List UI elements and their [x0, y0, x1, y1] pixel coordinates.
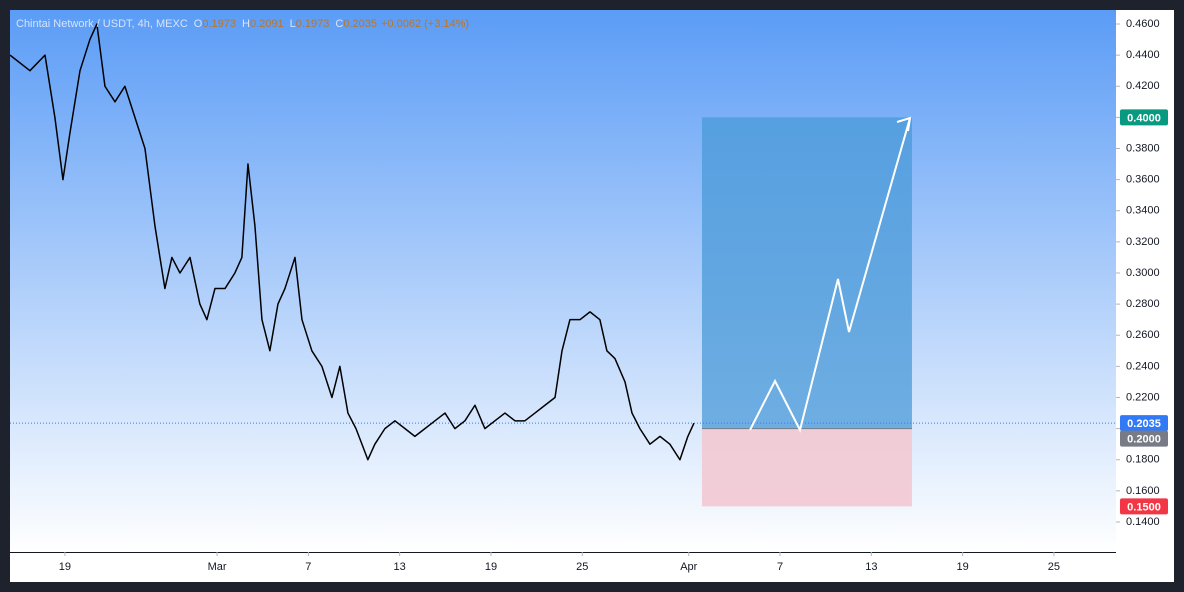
ohlc-key: O [194, 18, 203, 30]
y-tick-label: 0.2400 [1126, 360, 1160, 372]
x-tick-label: Mar [208, 561, 227, 573]
y-tick-label: 0.2800 [1126, 298, 1160, 310]
arrow-head [896, 116, 912, 132]
y-tick-label: 0.4600 [1126, 18, 1160, 30]
legend: Chintai Network / USDT, 4h, MEXC O0.1973 H… [16, 18, 469, 30]
y-tick-label: 0.1800 [1126, 454, 1160, 466]
y-tick-label: 0.3400 [1126, 205, 1160, 217]
price-badge-label: 0.2000 [1127, 434, 1161, 446]
x-tick-label: Apr [680, 561, 697, 573]
y-tick-label: 0.1600 [1126, 485, 1160, 497]
x-tick-label: 13 [394, 561, 406, 573]
symbol: Chintai Network / USDT, 4h, MEXC [16, 18, 188, 30]
x-tick-label: 13 [865, 561, 877, 573]
ohlc-key: H [242, 18, 250, 30]
price-badge-label: 0.2035 [1127, 418, 1161, 430]
y-tick-label: 0.3800 [1126, 142, 1160, 154]
ohlc-key: C [335, 18, 343, 30]
x-tick-label: 19 [957, 561, 969, 573]
ohlc-key: L [290, 18, 296, 30]
ohlc-value: 0.2091 [250, 18, 284, 30]
price-badge [1120, 430, 1168, 447]
x-tick-label: 25 [1048, 561, 1060, 573]
price-badge-label: 0.4000 [1127, 112, 1161, 124]
y-tick-label: 0.3200 [1126, 236, 1160, 248]
y-tick-label: 0.2200 [1126, 391, 1160, 403]
y-tick-label: 0.3000 [1126, 267, 1160, 279]
projection-arrow [749, 117, 911, 433]
x-tick-label: 19 [485, 561, 497, 573]
target-zone [701, 117, 912, 429]
y-tick-label: 0.3600 [1126, 174, 1160, 186]
y-tick-label: 0.1400 [1126, 516, 1160, 528]
price-badge-label: 0.1500 [1127, 501, 1161, 513]
price-badge [1120, 109, 1168, 126]
x-tick-label: 25 [576, 561, 588, 573]
y-tick-label: 0.4200 [1126, 80, 1160, 92]
price-badge [1120, 498, 1168, 515]
x-tick-label: 19 [59, 561, 71, 573]
ohlc-value: 0.1973 [296, 18, 330, 30]
x-tick-label: 7 [305, 561, 311, 573]
change: +0.0062 (+3.14%) [381, 18, 469, 30]
ohlc-value: 0.2035 [343, 18, 377, 30]
price-line [9, 23, 695, 461]
stop-zone [701, 428, 912, 507]
ohlc-value: 0.1973 [202, 18, 236, 30]
x-tick-label: 7 [777, 561, 783, 573]
plot-background [10, 10, 1116, 552]
y-tick-label: 0.2600 [1126, 329, 1160, 341]
price-badge [1120, 415, 1168, 432]
y-tick-label: 0.4400 [1126, 49, 1160, 61]
